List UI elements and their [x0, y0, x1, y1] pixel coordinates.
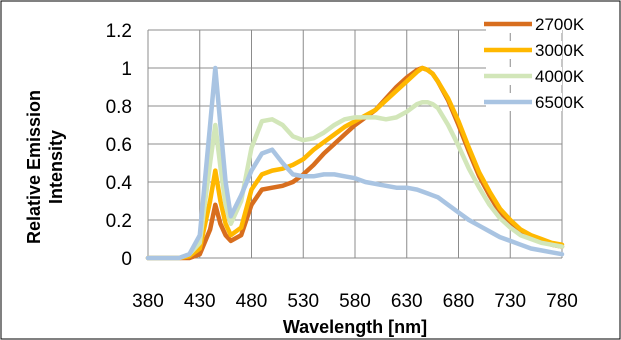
legend-item-2700K: 2700K — [484, 15, 585, 34]
x-tick-label: 580 — [339, 291, 371, 312]
y-tick-label: 0.6 — [106, 135, 132, 156]
x-tick-label: 380 — [132, 291, 164, 312]
x-tick-label: 630 — [391, 291, 423, 312]
series-line-4000K — [145, 99, 565, 261]
legend-label: 3000K — [535, 41, 585, 60]
series-line-6500K — [145, 65, 565, 261]
x-tick-label: 530 — [287, 291, 319, 312]
x-tick-label: 730 — [494, 291, 526, 312]
legend: 2700K 3000K 4000K 6500K — [484, 15, 585, 112]
x-tick-label: 780 — [546, 291, 578, 312]
legend-item-6500K: 6500K — [484, 93, 585, 112]
x-tick-label: 680 — [443, 291, 475, 312]
series-lines — [145, 65, 565, 261]
legend-item-3000K: 3000K — [484, 41, 585, 60]
y-tick-label: 0.2 — [106, 211, 132, 232]
x-tick-label: 430 — [184, 291, 216, 312]
series-line-3000K — [145, 65, 565, 261]
x-axis-title: Wavelength [nm] — [283, 317, 427, 337]
legend-label: 2700K — [535, 15, 585, 34]
y-tick-label: 0.4 — [106, 173, 133, 194]
legend-item-4000K: 4000K — [484, 67, 585, 86]
y-axis-ticks: 0 0.2 0.4 0.6 0.8 1 1.2 — [106, 21, 133, 270]
y-tick-label: 1.2 — [106, 21, 132, 42]
y-tick-label: 0.8 — [106, 97, 132, 118]
x-axis-ticks: 380 430 480 530 580 630 680 730 780 — [132, 291, 578, 312]
y-axis-title-line-1: Relative Emission — [24, 90, 44, 244]
y-tick-label: 0 — [121, 249, 132, 270]
y-tick-label: 1 — [121, 59, 132, 80]
x-tick-label: 480 — [236, 291, 268, 312]
legend-label: 6500K — [535, 93, 585, 112]
legend-label: 4000K — [535, 67, 585, 86]
y-axis-title-line-2: Intensity — [46, 130, 66, 204]
